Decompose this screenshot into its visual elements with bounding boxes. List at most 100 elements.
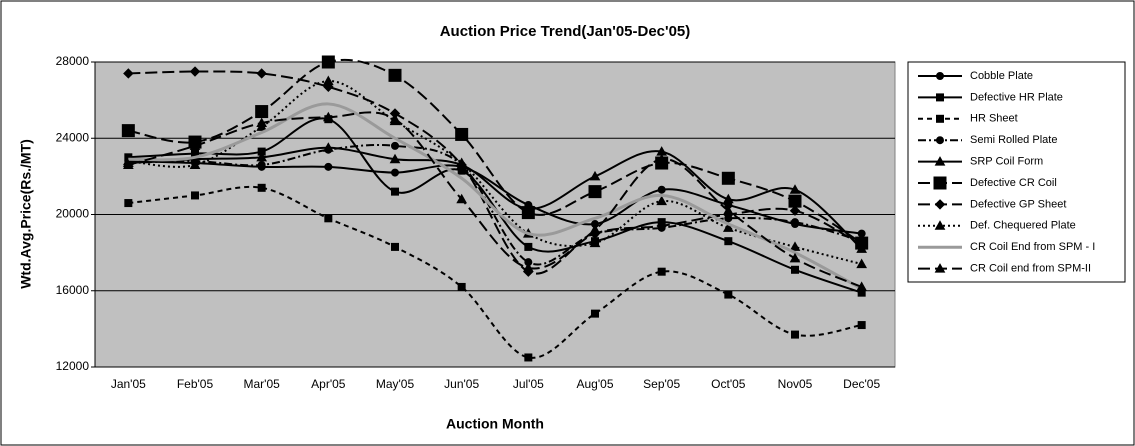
legend-label: Defective CR Coil [970,177,1057,189]
marker [589,237,601,248]
x-tick-label: May'05 [376,377,415,391]
legend-marker [933,176,947,190]
marker [456,157,468,168]
y-tick-label: 16000 [56,283,90,297]
marker [257,183,266,192]
marker [189,140,201,150]
marker [789,241,801,251]
marker [121,124,135,138]
marker [657,185,666,194]
marker [524,353,533,362]
y-tick-label: 20000 [56,207,90,221]
marker [189,66,201,77]
marker [124,199,133,208]
marker [324,214,333,223]
marker [856,239,867,251]
marker [789,252,801,263]
y-tick-label: 12000 [56,359,90,373]
x-tick-label: Jul'05 [513,377,544,391]
legend-box [907,61,1126,283]
marker [856,281,868,291]
marker [791,330,799,339]
x-tick-label: Nov05 [778,377,813,391]
marker [722,205,734,215]
legend-marker [934,220,946,230]
marker [455,127,469,141]
marker [789,184,801,194]
legend-label: HR Sheet [970,113,1018,125]
x-tick-label: Apr'05 [311,377,346,391]
legend-label: Cobble Plate [970,70,1033,82]
marker [457,282,466,291]
marker [722,222,734,232]
legend-label: SRP Coil Form [970,156,1043,168]
x-tick-label: Aug'05 [577,377,614,391]
legend-label: Def. Chequered Plate [970,220,1076,232]
marker [588,185,602,199]
marker [791,265,799,274]
marker [189,159,201,169]
marker [391,242,399,251]
marker [391,168,399,177]
x-tick-label: Oct'05 [711,377,746,391]
marker [521,206,535,220]
marker [789,205,801,216]
chart-title: Auction Price Trend(Jan'05-Dec'05) [440,23,691,40]
legend-marker [934,263,946,273]
x-tick-label: Feb'05 [177,377,214,391]
marker [123,68,134,79]
marker [322,142,334,152]
x-tick-label: Jan'05 [111,377,146,391]
x-tick-label: Mar'05 [244,377,281,391]
marker [656,195,668,206]
marker [791,218,799,227]
marker [591,309,599,318]
legend-marker [936,114,944,123]
marker [724,290,733,299]
legend-label: CR Coil End from SPM - I [970,241,1095,253]
marker [391,187,399,196]
x-tick-label: Dec'05 [843,377,880,391]
marker [456,193,468,204]
marker [589,224,601,234]
marker [256,151,268,162]
legend-marker [936,136,944,145]
legend-label: Defective HR Plate [970,91,1063,103]
marker [857,321,866,330]
marker [391,141,399,150]
marker [656,220,667,232]
marker [256,68,267,79]
y-tick-label: 24000 [56,130,90,144]
marker [857,229,866,238]
legend-label: Semi Rolled Plate [970,134,1057,146]
marker [524,242,533,251]
legend-marker [934,199,946,210]
marker [324,162,333,171]
marker [255,105,269,119]
marker [322,111,334,122]
legend-marker [934,156,946,166]
marker [657,267,666,276]
marker [589,170,601,181]
marker [191,191,199,200]
legend-label: CR Coil end from SPM-II [970,263,1091,275]
legend-marker [936,93,944,102]
marker [522,262,534,272]
marker [256,117,268,127]
x-tick-label: Jun'05 [444,377,479,391]
marker [788,194,802,208]
x-axis-title: Auction Month [446,416,544,432]
marker [724,237,733,246]
y-axis-title: Wtd.Avg.Price(Rs./MT) [18,139,34,289]
marker [322,75,334,86]
marker [257,160,266,169]
marker [389,153,401,164]
legend-label: Defective GP Sheet [970,198,1066,210]
x-tick-label: Sep'05 [643,377,680,391]
marker [721,171,735,185]
marker [122,159,134,169]
marker [388,68,402,82]
series-line [128,102,863,291]
marker [856,258,868,269]
